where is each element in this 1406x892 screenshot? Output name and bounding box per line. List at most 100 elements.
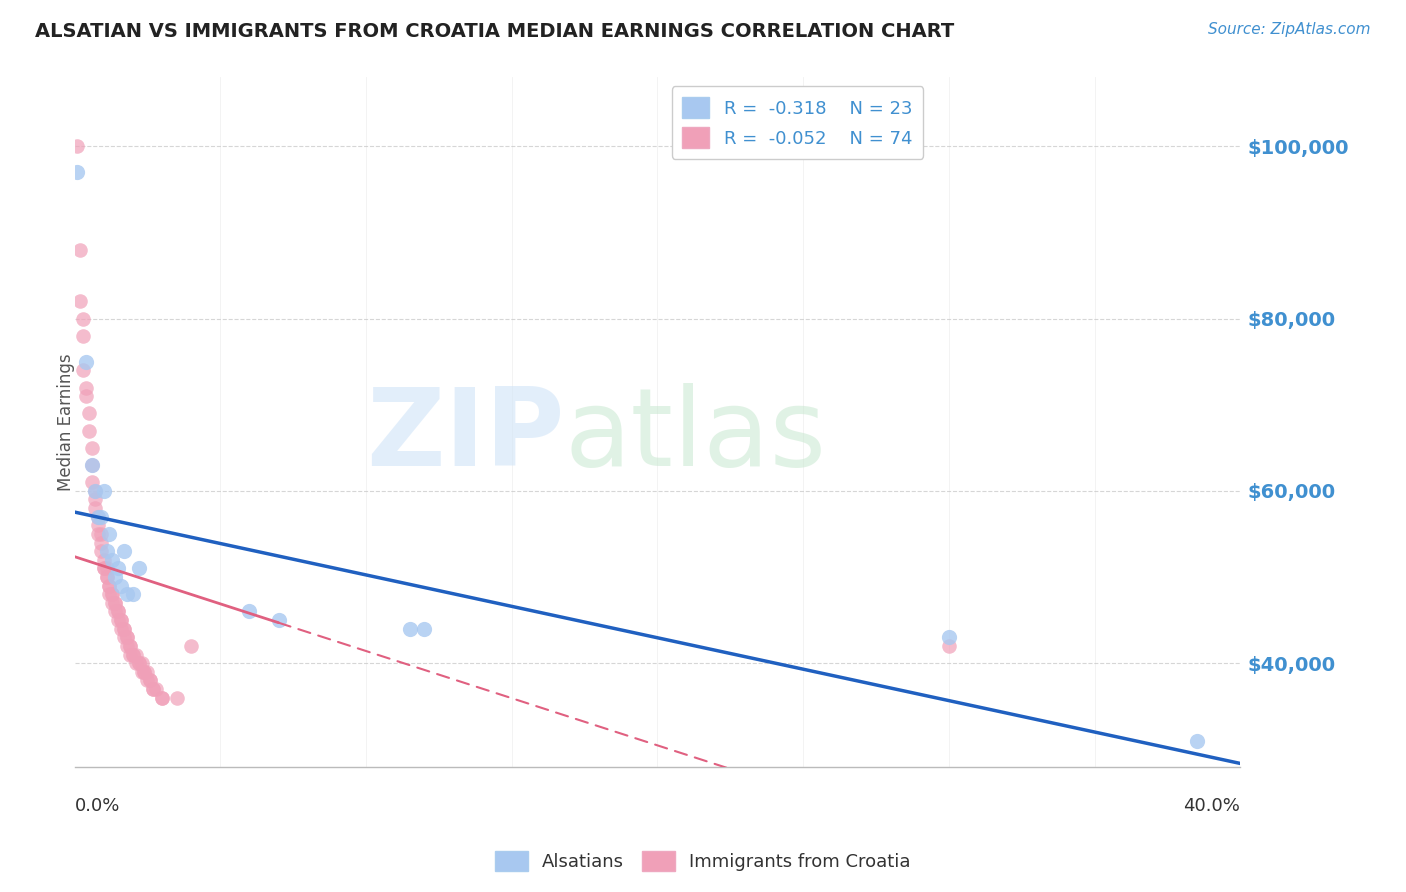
Point <box>98 527 121 541</box>
Point <box>238 605 260 619</box>
Point <box>87 527 110 541</box>
Point <box>125 656 148 670</box>
Point <box>90 509 112 524</box>
Point <box>104 596 127 610</box>
Point <box>75 354 97 368</box>
Point <box>110 622 132 636</box>
Legend: R =  -0.318    N = 23, R =  -0.052    N = 74: R = -0.318 N = 23, R = -0.052 N = 74 <box>672 87 924 159</box>
Point <box>136 665 159 679</box>
Point <box>398 622 420 636</box>
Point <box>131 656 153 670</box>
Point <box>267 613 290 627</box>
Point <box>938 639 960 653</box>
Point <box>115 630 138 644</box>
Point <box>77 424 100 438</box>
Point <box>93 553 115 567</box>
Text: ALSATIAN VS IMMIGRANTS FROM CROATIA MEDIAN EARNINGS CORRELATION CHART: ALSATIAN VS IMMIGRANTS FROM CROATIA MEDI… <box>35 22 955 41</box>
Point <box>166 690 188 705</box>
Point <box>104 605 127 619</box>
Point <box>110 613 132 627</box>
Text: Source: ZipAtlas.com: Source: ZipAtlas.com <box>1208 22 1371 37</box>
Point <box>125 648 148 662</box>
Point <box>80 441 103 455</box>
Point <box>93 483 115 498</box>
Legend: Alsatians, Immigrants from Croatia: Alsatians, Immigrants from Croatia <box>488 844 918 879</box>
Point <box>87 509 110 524</box>
Point <box>118 648 141 662</box>
Text: 40.0%: 40.0% <box>1184 797 1240 814</box>
Point <box>107 561 129 575</box>
Point <box>72 363 94 377</box>
Point <box>96 544 118 558</box>
Point <box>115 639 138 653</box>
Point <box>142 681 165 696</box>
Point <box>128 561 150 575</box>
Point <box>84 501 107 516</box>
Point <box>101 587 124 601</box>
Point <box>93 561 115 575</box>
Point <box>139 673 162 688</box>
Point <box>80 458 103 472</box>
Point <box>134 665 156 679</box>
Point <box>69 243 91 257</box>
Point <box>180 639 202 653</box>
Point <box>98 587 121 601</box>
Point <box>72 311 94 326</box>
Point <box>110 613 132 627</box>
Point <box>134 665 156 679</box>
Point <box>101 587 124 601</box>
Point <box>121 587 143 601</box>
Point <box>938 630 960 644</box>
Point <box>115 587 138 601</box>
Point <box>150 690 173 705</box>
Point <box>93 561 115 575</box>
Point <box>84 483 107 498</box>
Point <box>142 681 165 696</box>
Point <box>90 544 112 558</box>
Point <box>96 570 118 584</box>
Point <box>69 294 91 309</box>
Point <box>115 630 138 644</box>
Point <box>80 475 103 490</box>
Point <box>110 579 132 593</box>
Point <box>118 639 141 653</box>
Point <box>66 139 89 153</box>
Point <box>90 535 112 549</box>
Point <box>98 579 121 593</box>
Point <box>128 656 150 670</box>
Point <box>112 544 135 558</box>
Point <box>101 553 124 567</box>
Y-axis label: Median Earnings: Median Earnings <box>58 353 75 491</box>
Text: 0.0%: 0.0% <box>75 797 120 814</box>
Point <box>66 165 89 179</box>
Point <box>121 648 143 662</box>
Point <box>118 639 141 653</box>
Point <box>77 406 100 420</box>
Point <box>104 570 127 584</box>
Point <box>107 613 129 627</box>
Point <box>75 380 97 394</box>
Text: atlas: atlas <box>564 383 827 489</box>
Point <box>98 579 121 593</box>
Point <box>96 561 118 575</box>
Point <box>80 458 103 472</box>
Point <box>413 622 436 636</box>
Point <box>84 483 107 498</box>
Point <box>104 596 127 610</box>
Text: ZIP: ZIP <box>366 383 564 489</box>
Point <box>72 329 94 343</box>
Point <box>136 673 159 688</box>
Point <box>87 518 110 533</box>
Point <box>1185 733 1208 747</box>
Point <box>112 630 135 644</box>
Point <box>128 656 150 670</box>
Point <box>96 570 118 584</box>
Point <box>107 605 129 619</box>
Point <box>107 605 129 619</box>
Point <box>150 690 173 705</box>
Point <box>145 681 167 696</box>
Point <box>121 648 143 662</box>
Point <box>131 665 153 679</box>
Point <box>112 622 135 636</box>
Point <box>101 596 124 610</box>
